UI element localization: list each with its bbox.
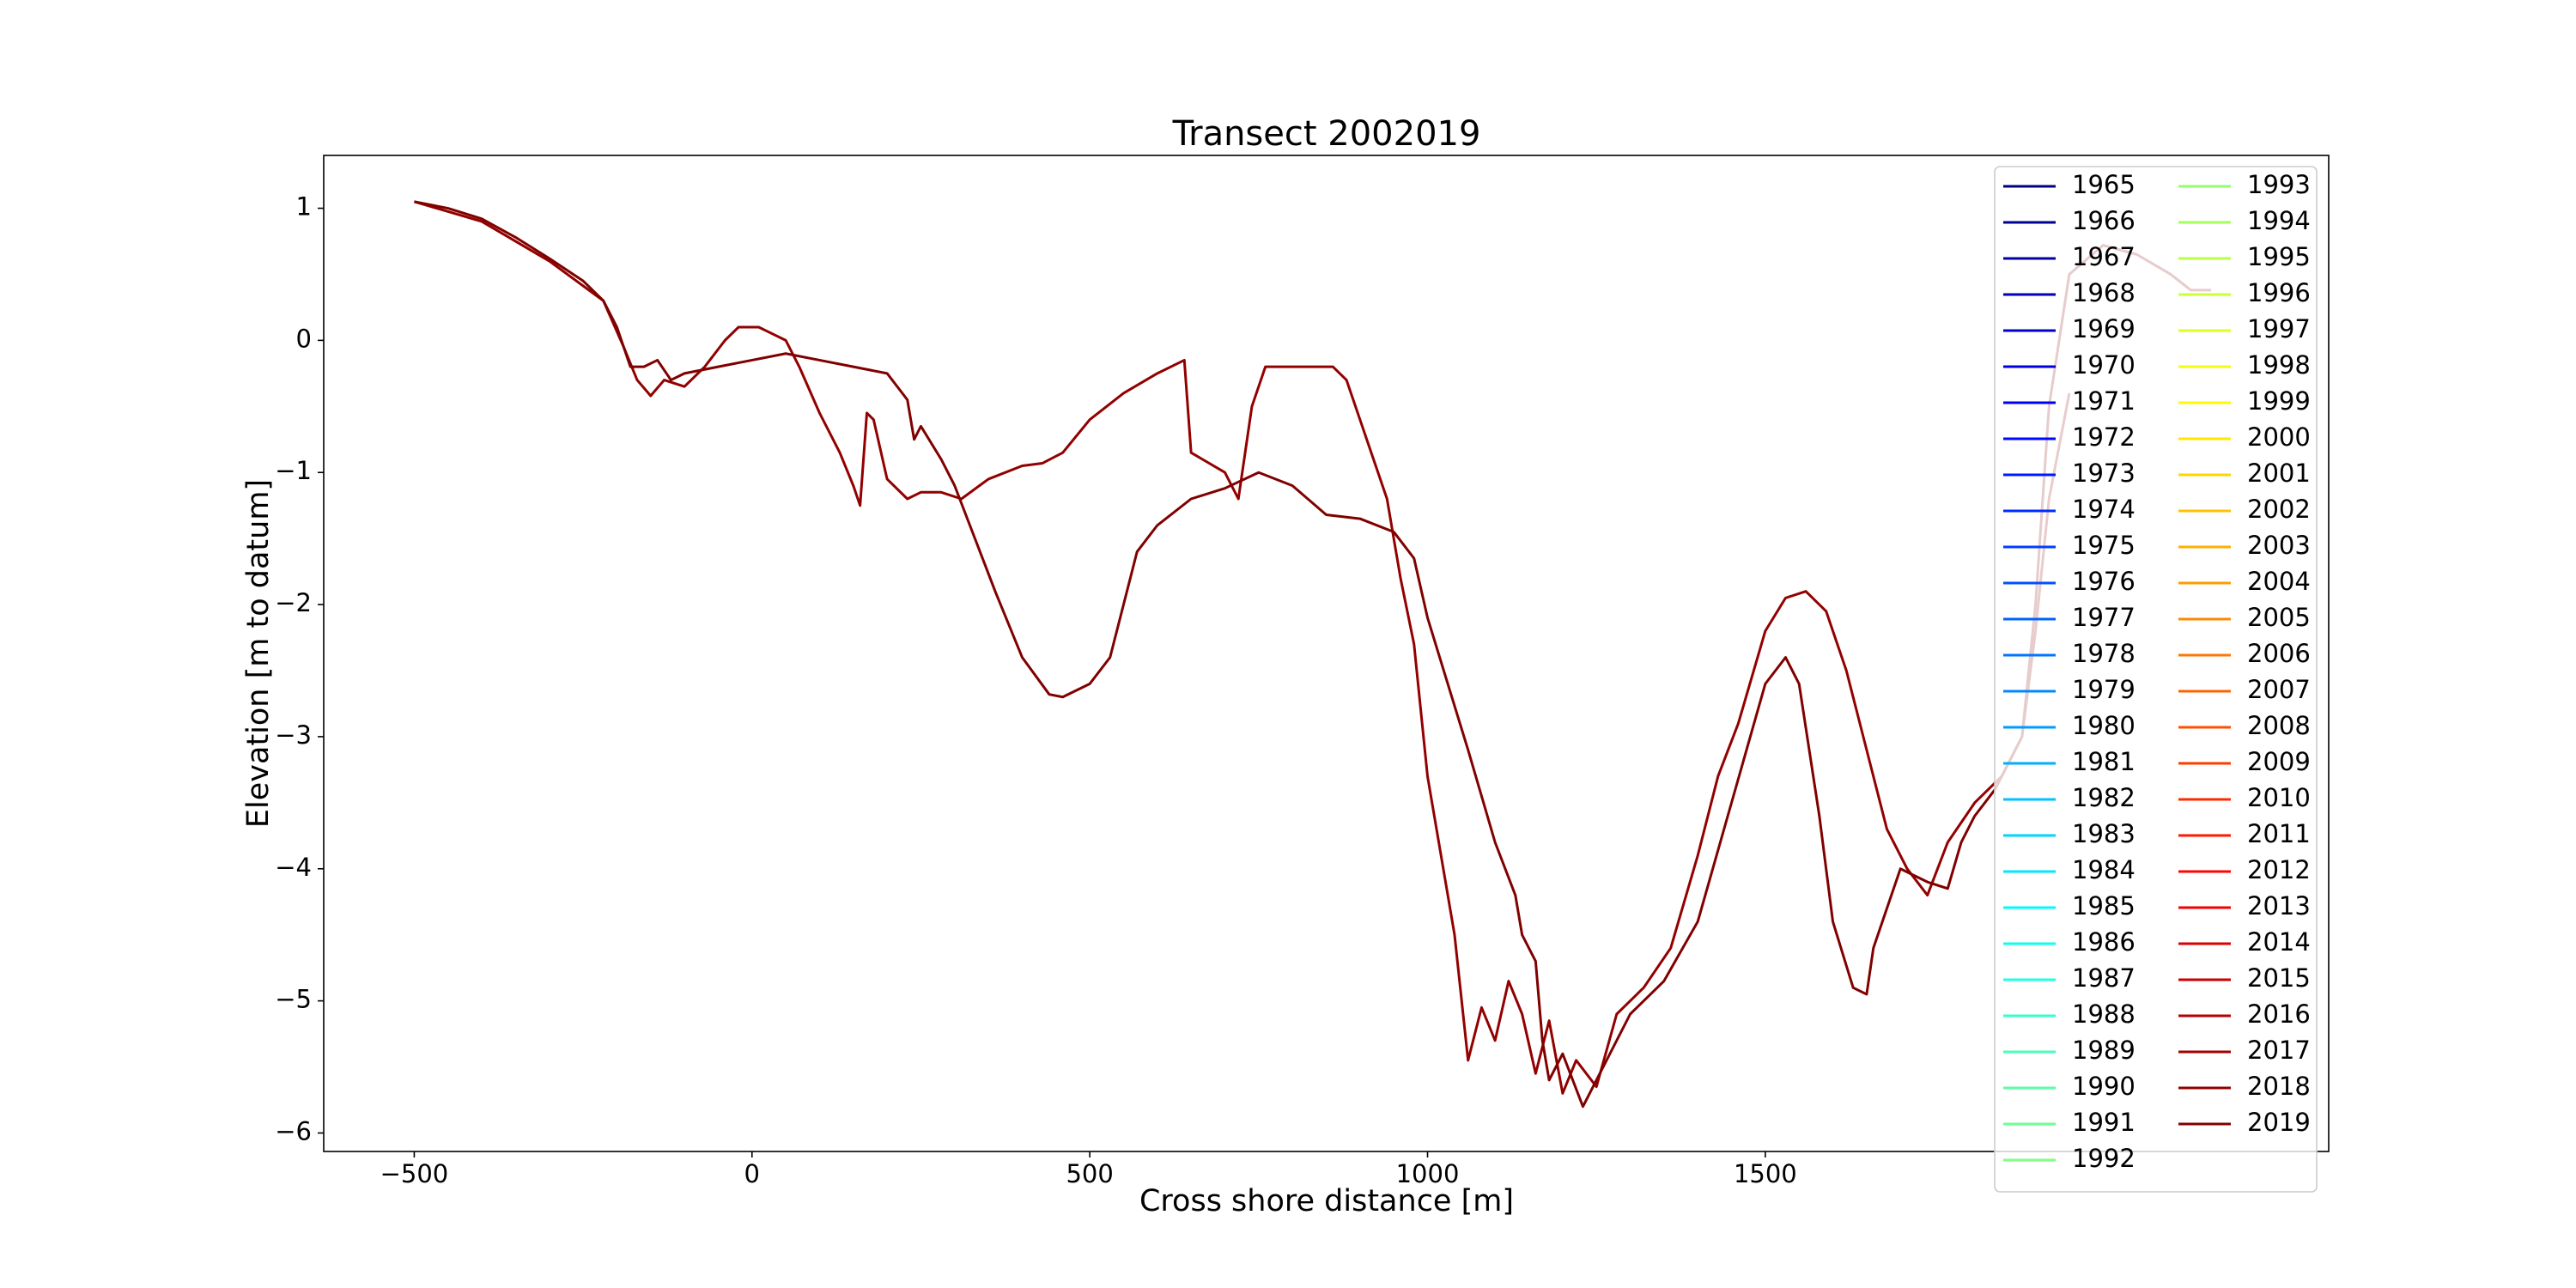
legend-label: 1979 <box>2072 675 2136 704</box>
legend-label: 1987 <box>2072 963 2136 993</box>
legend-label: 1994 <box>2247 206 2311 235</box>
y-tick-label: −4 <box>275 853 312 882</box>
y-tick-label: −5 <box>275 985 312 1014</box>
legend-label: 1997 <box>2247 314 2311 343</box>
x-tick-label: 1000 <box>1396 1159 1460 1188</box>
x-tick-label: 0 <box>744 1159 760 1188</box>
legend-label: 2016 <box>2247 999 2311 1029</box>
y-tick-label: −1 <box>275 456 312 485</box>
legend-label: 2004 <box>2247 567 2311 596</box>
legend-label: 1983 <box>2072 819 2136 848</box>
y-tick-label: −6 <box>275 1116 312 1145</box>
legend-label: 1971 <box>2072 386 2136 416</box>
legend-label: 2008 <box>2247 711 2311 740</box>
legend-label: 1972 <box>2072 422 2136 452</box>
legend-label: 2012 <box>2247 855 2311 884</box>
legend-label: 2018 <box>2247 1072 2311 1101</box>
legend-label: 1988 <box>2072 999 2136 1029</box>
legend-label: 1980 <box>2072 711 2136 740</box>
chart-title: Transect 2002019 <box>1172 114 1481 154</box>
plot-area <box>413 200 2212 1109</box>
legend-label: 1990 <box>2072 1072 2136 1101</box>
legend-label: 1976 <box>2072 567 2136 596</box>
y-tick-label: −2 <box>275 588 312 617</box>
legend-label: 1991 <box>2072 1108 2136 1137</box>
axes-frame <box>323 155 2330 1152</box>
legend-label: 2007 <box>2247 675 2311 704</box>
legend-label: 2011 <box>2247 819 2311 848</box>
x-tick-label: 1500 <box>1734 1159 1797 1188</box>
legend-label: 1975 <box>2072 531 2136 560</box>
x-tick-label: −500 <box>380 1159 449 1188</box>
legend-label: 1999 <box>2247 386 2311 416</box>
legend-label: 1973 <box>2072 459 2136 488</box>
legend-label: 1968 <box>2072 278 2136 307</box>
y-axis-label: Elevation [m to datum] <box>241 479 276 828</box>
legend-label: 2005 <box>2247 603 2311 632</box>
legend-label: 2002 <box>2247 495 2311 524</box>
legend-label: 1995 <box>2247 242 2311 271</box>
legend-label: 1970 <box>2072 350 2136 380</box>
legend-label: 2017 <box>2247 1036 2311 1065</box>
legend: 1965 1966 1967 1968 1969 1970 1971 1972 1973 1974… <box>1994 166 2318 1193</box>
x-tick-label: 500 <box>1066 1159 1113 1188</box>
legend-label: 1993 <box>2247 170 2311 199</box>
legend-label: 2003 <box>2247 531 2311 560</box>
legend-label: 1981 <box>2072 747 2136 776</box>
legend-box <box>1994 166 2318 1193</box>
legend-label: 2001 <box>2247 459 2311 488</box>
legend-label: 1974 <box>2072 495 2136 524</box>
legend-label: 1982 <box>2072 783 2136 812</box>
legend-label: 1998 <box>2247 350 2311 380</box>
legend-label: 2010 <box>2247 783 2311 812</box>
ticks: −500 0 500 1000 1500 −6 −5 −4 −3 −2 −1 0 1 <box>275 192 1797 1188</box>
legend-label: 2013 <box>2247 891 2311 920</box>
legend-label: 2000 <box>2247 422 2311 452</box>
legend-label: 2019 <box>2247 1108 2311 1137</box>
legend-label: 2015 <box>2247 963 2311 993</box>
data-line <box>414 200 2212 1109</box>
legend-label: 1986 <box>2072 927 2136 957</box>
legend-label: 1965 <box>2072 170 2136 199</box>
legend-label: 1984 <box>2072 855 2136 884</box>
legend-label: 2014 <box>2247 927 2311 957</box>
legend-label: 1978 <box>2072 639 2136 668</box>
x-axis-label: Cross shore distance [m] <box>1139 1184 1514 1218</box>
y-tick-label: 1 <box>296 192 312 222</box>
legend-label: 1992 <box>2072 1144 2136 1173</box>
y-tick-label: 0 <box>296 324 312 353</box>
legend-label: 1996 <box>2247 278 2311 307</box>
y-tick-label: −3 <box>275 720 312 750</box>
legend-label: 1989 <box>2072 1036 2136 1065</box>
legend-label: 2009 <box>2247 747 2311 776</box>
legend-label: 1977 <box>2072 603 2136 632</box>
data-line <box>413 200 2071 1095</box>
legend-label: 1985 <box>2072 891 2136 920</box>
legend-label: 1966 <box>2072 206 2136 235</box>
legend-label: 1969 <box>2072 314 2136 343</box>
legend-label: 2006 <box>2247 639 2311 668</box>
legend-label: 1967 <box>2072 242 2136 271</box>
